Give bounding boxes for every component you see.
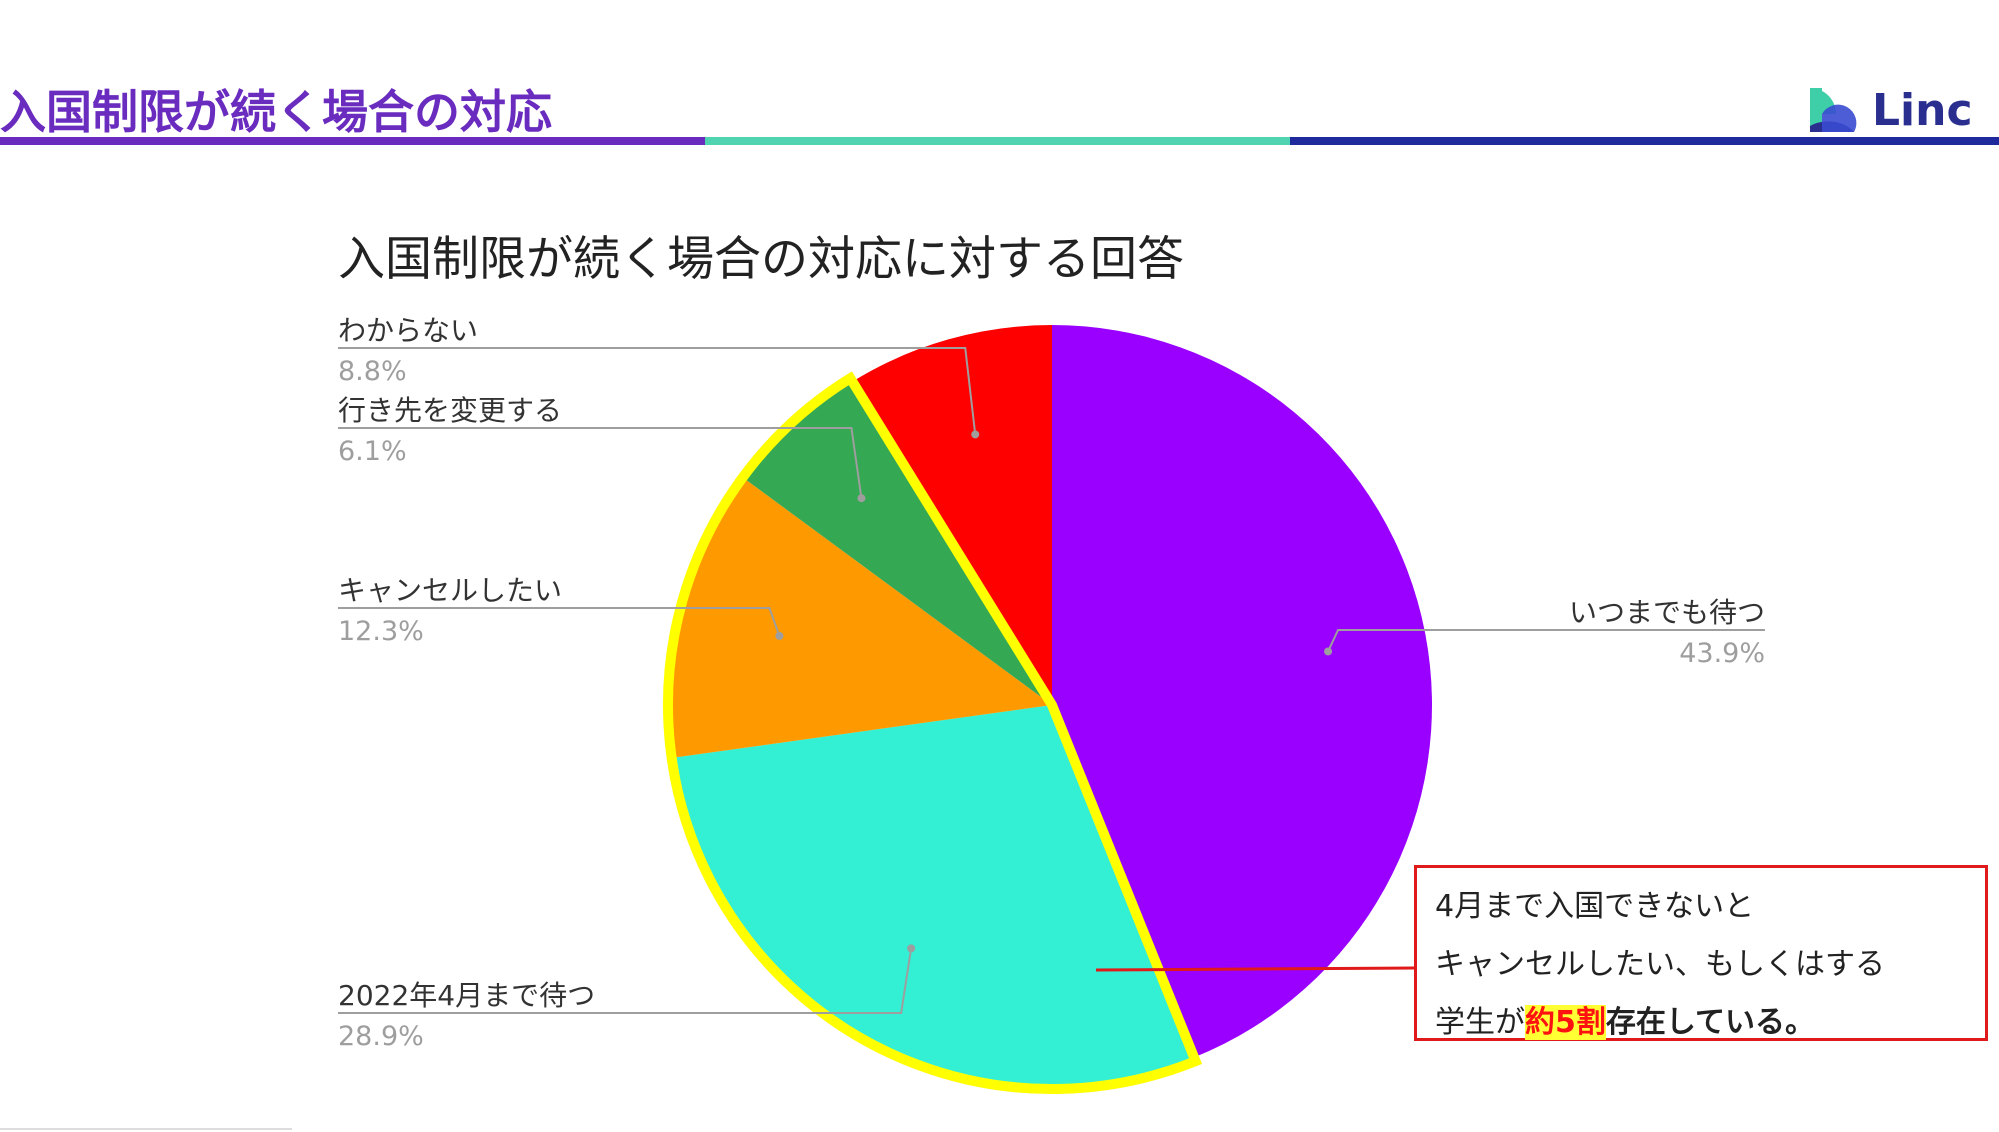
leader-line [338, 607, 781, 637]
pie-labels: いつまでも待つ 43.9% 2022年4月まで待つ 28.9% キャンセルしたい 12.3… [338, 314, 1765, 1052]
title-underline-teal [705, 137, 1290, 145]
slide-title: 入国制限が続く場合の対応 [0, 85, 552, 139]
slice-value-label: 43.9% [1679, 638, 1765, 669]
callout-pointer-line [1095, 966, 1415, 972]
slice-category-label: 2022年4月まで待つ [338, 979, 595, 1012]
leader-dot [857, 494, 866, 503]
linc-logo: Linc [1808, 85, 1988, 136]
slice-label-5: わからない 8.8% [338, 314, 980, 439]
leader-line [338, 347, 977, 435]
slice-label-1: いつまでも待つ 43.9% [1324, 596, 1765, 669]
slice-value-label: 8.8% [338, 356, 407, 387]
slice-4 [745, 381, 1052, 705]
slice-1 [1052, 325, 1433, 1058]
leader-line [1327, 629, 1765, 652]
leader-dot [1324, 647, 1333, 656]
leader-dot [971, 430, 980, 439]
slice-2 [675, 705, 1195, 1086]
slice-value-label: 12.3% [338, 616, 424, 647]
slice-label-3: キャンセルしたい 12.3% [338, 574, 784, 647]
leader-line [338, 948, 913, 1014]
slice-5 [852, 325, 1052, 705]
slice-category-label: わからない [338, 314, 478, 347]
logo-text: Linc [1872, 85, 1973, 136]
callout-line-2: キャンセルしたい、もしくはする [1435, 947, 1885, 982]
title-underline-navy [1290, 137, 1999, 145]
leader-dot [775, 631, 784, 640]
callout-box: 4月まで入国できないと キャンセルしたい、もしくはする 学生が約5割存在している… [1414, 865, 1988, 1041]
callout-highlight: 約5割 [1525, 1005, 1606, 1040]
linc-logo-icon [1810, 88, 1857, 132]
callout-suffix: 存在している。 [1605, 1005, 1815, 1040]
slice-category-label: キャンセルしたい [338, 574, 562, 607]
callout-line-1: 4月まで入国できないと [1435, 889, 1755, 924]
leader-line [338, 427, 863, 499]
callout-prefix: 学生が [1435, 1005, 1525, 1040]
slice-category-label: いつまでも待つ [1569, 596, 1765, 629]
chart-title: 入国制限が続く場合の対応に対する回答 [338, 232, 1184, 287]
footer-divider [0, 1128, 292, 1130]
pie-slices [672, 325, 1433, 1086]
slice-value-label: 6.1% [338, 436, 407, 467]
title-underline-purple [0, 137, 705, 145]
leader-dot [907, 944, 916, 953]
slice-label-2: 2022年4月まで待つ 28.9% [338, 944, 916, 1052]
callout-line-3: 学生が約5割存在している。 [1435, 994, 1967, 1052]
slice-3 [672, 479, 1052, 758]
slice-value-label: 28.9% [338, 1021, 424, 1052]
slice-label-4: 行き先を変更する 6.1% [338, 394, 866, 503]
highlighted-slices-outline [662, 371, 1203, 1095]
slice-category-label: 行き先を変更する [338, 394, 562, 427]
